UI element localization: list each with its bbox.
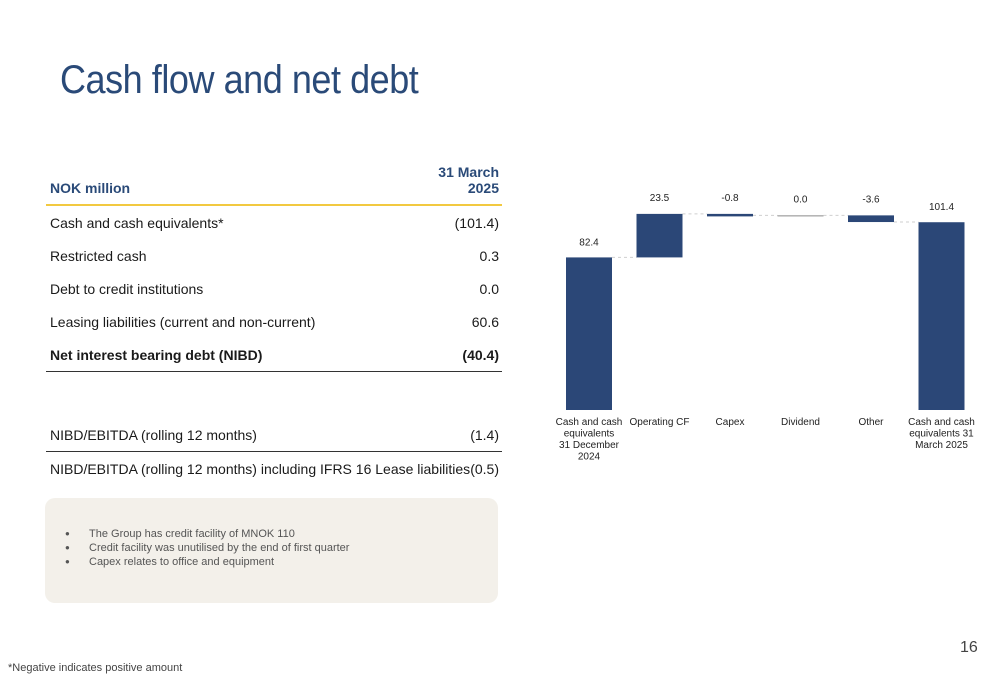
category-label: Dividend [781,417,820,428]
net-debt-table: NOK million 31 March 2025 Cash and cash … [46,150,502,485]
note-item: Credit facility was unutilised by the en… [65,541,498,555]
row-value: 0.3 [479,247,499,264]
header-label: NOK million [50,180,131,196]
table-header: NOK million 31 March 2025 [46,150,502,206]
row-label: Net interest bearing debt (NIBD) [50,346,263,363]
data-label: 23.5 [650,193,670,204]
table-row: Cash and cash equivalents* (101.4) [46,206,502,239]
category-label: Cash and cash [556,417,623,428]
data-label: 101.4 [929,202,954,213]
row-label: NIBD/EBITDA (rolling 12 months) includin… [50,460,471,477]
row-label: Leasing liabilities (current and non-cur… [50,313,316,330]
category-label: equivalents 31 [909,429,974,440]
row-label: Debt to credit institutions [50,280,204,297]
table-row-total: Net interest bearing debt (NIBD) (40.4) [46,338,502,372]
footnote: *Negative indicates positive amount [8,662,183,674]
bar-2 [707,213,753,217]
bar-4 [848,215,894,223]
category-label: Cash and cash [908,417,975,428]
category-label: Other [858,417,884,428]
bar-1 [636,213,683,258]
table-row-ratio: NIBD/EBITDA (rolling 12 months) includin… [46,452,502,485]
row-value: (101.4) [454,214,499,231]
column-header: 31 March 2025 [438,164,499,196]
category-label: equivalents [564,429,615,440]
table-spacer [46,372,502,418]
notes-list: The Group has credit facility of MNOK 11… [45,498,498,569]
row-value: (40.4) [462,346,499,363]
page-title: Cash flow and net debt [60,58,419,102]
data-label: 0.0 [794,194,808,205]
table-row: Debt to credit institutions 0.0 [46,272,502,305]
row-value: (0.5) [470,460,499,477]
table-row: Leasing liabilities (current and non-cur… [46,305,502,338]
column-header-line2: 2025 [467,180,499,196]
row-value: 0.0 [479,280,499,297]
column-header-line1: 31 March [438,164,499,180]
category-label: 2024 [578,452,601,463]
category-label: Operating CF [629,417,689,428]
page-number: 16 [960,639,978,656]
row-label: Cash and cash equivalents* [50,214,224,231]
category-label: March 2025 [915,440,968,451]
bar-0 [566,257,612,410]
bar-3 [777,215,824,217]
data-label: -0.8 [721,193,739,204]
notes-box: The Group has credit facility of MNOK 11… [45,498,498,603]
bar-5 [918,222,965,410]
table-row: Restricted cash 0.3 [46,239,502,272]
table-row-ratio: NIBD/EBITDA (rolling 12 months) (1.4) [46,418,502,452]
data-label: -3.6 [862,194,880,205]
row-value: (1.4) [470,426,499,443]
note-item: The Group has credit facility of MNOK 11… [65,527,498,541]
note-item: Capex relates to office and equipment [65,555,498,569]
category-label: Capex [716,417,745,428]
row-label: NIBD/EBITDA (rolling 12 months) [50,426,257,443]
data-label: 82.4 [579,237,599,248]
row-label: Restricted cash [50,247,147,264]
row-value: 60.6 [471,313,499,330]
category-label: 31 December [559,440,620,451]
